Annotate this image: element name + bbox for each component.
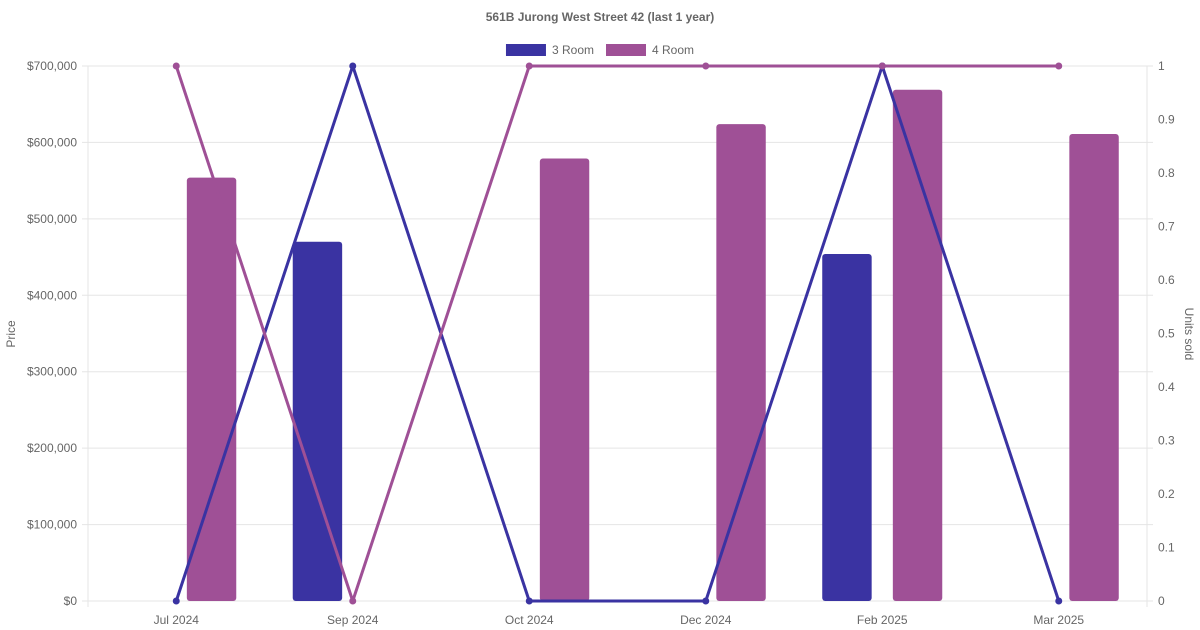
legend-swatch — [505, 44, 546, 56]
x-tick-label: Feb 2025 — [857, 613, 908, 627]
y2-tick-label: 0 — [1158, 594, 1165, 608]
price-bar — [292, 241, 343, 602]
price-bar — [716, 124, 766, 601]
units-line — [174, 64, 1061, 603]
price-bars — [186, 89, 1119, 602]
y-tick-label: $500,000 — [27, 212, 77, 226]
y-tick-label: $100,000 — [27, 518, 77, 532]
units-point — [349, 597, 357, 605]
units-point — [349, 62, 357, 70]
legend: 3 Room 4 Room — [505, 43, 694, 57]
price-bar — [892, 89, 943, 601]
x-tick-label: Mar 2025 — [1033, 613, 1084, 627]
y2-tick-label: 0.3 — [1158, 434, 1175, 448]
y-axis-right: 0 0.1 0.2 0.3 0.4 0.5 0.6 0.7 0.8 0.9 1 — [1158, 59, 1175, 608]
y2-tick-label: 1 — [1158, 59, 1165, 73]
x-tick-label: Oct 2024 — [505, 613, 554, 627]
units-point — [878, 62, 886, 70]
grid-lines — [82, 65, 1153, 607]
y-axis-left: $0 $100,000 $200,000 $300,000 $400,000 $500,0… — [27, 59, 77, 608]
units-point — [525, 597, 533, 605]
y-tick-label: $200,000 — [27, 441, 77, 455]
units-point — [702, 62, 710, 70]
units-point — [172, 62, 180, 70]
y2-tick-label: 0.6 — [1158, 273, 1175, 287]
y-axis-title: Price — [4, 320, 18, 348]
legend-label: 3 Room — [552, 43, 594, 57]
price-bar — [186, 177, 237, 602]
y-tick-label: $600,000 — [27, 135, 77, 149]
price-bar — [539, 158, 590, 601]
y-tick-label: $300,000 — [27, 365, 77, 379]
price-bar — [822, 254, 872, 601]
y2-tick-label: 0.9 — [1158, 113, 1175, 127]
legend-swatch — [606, 44, 646, 56]
units-point — [525, 62, 533, 70]
units-point — [172, 597, 180, 605]
units-point — [1055, 62, 1063, 70]
units-point — [702, 597, 710, 605]
units-point — [1055, 597, 1063, 605]
y2-tick-label: 0.5 — [1158, 327, 1175, 341]
x-tick-label: Dec 2024 — [680, 613, 732, 627]
x-axis: Jul 2024 Sep 2024 Oct 2024 Dec 2024 Feb 2025… — [154, 613, 1085, 627]
units-lines — [172, 62, 1063, 605]
y2-tick-label: 0.4 — [1158, 380, 1175, 394]
y-tick-label: $0 — [64, 594, 78, 608]
y-tick-label: $400,000 — [27, 288, 77, 302]
y2-tick-label: 0.1 — [1158, 541, 1175, 555]
y-tick-label: $700,000 — [27, 59, 77, 73]
y2-axis-title: Units sold — [1182, 308, 1196, 361]
y2-tick-label: 0.2 — [1158, 487, 1175, 501]
y2-tick-label: 0.7 — [1158, 220, 1175, 234]
legend-label: 4 Room — [652, 43, 694, 57]
y2-tick-label: 0.8 — [1158, 166, 1175, 180]
x-tick-label: Sep 2024 — [327, 613, 379, 627]
units-line — [174, 64, 1059, 603]
x-tick-label: Jul 2024 — [154, 613, 200, 627]
chart-title: 561B Jurong West Street 42 (last 1 year) — [486, 10, 715, 24]
price-bar — [1069, 134, 1119, 601]
